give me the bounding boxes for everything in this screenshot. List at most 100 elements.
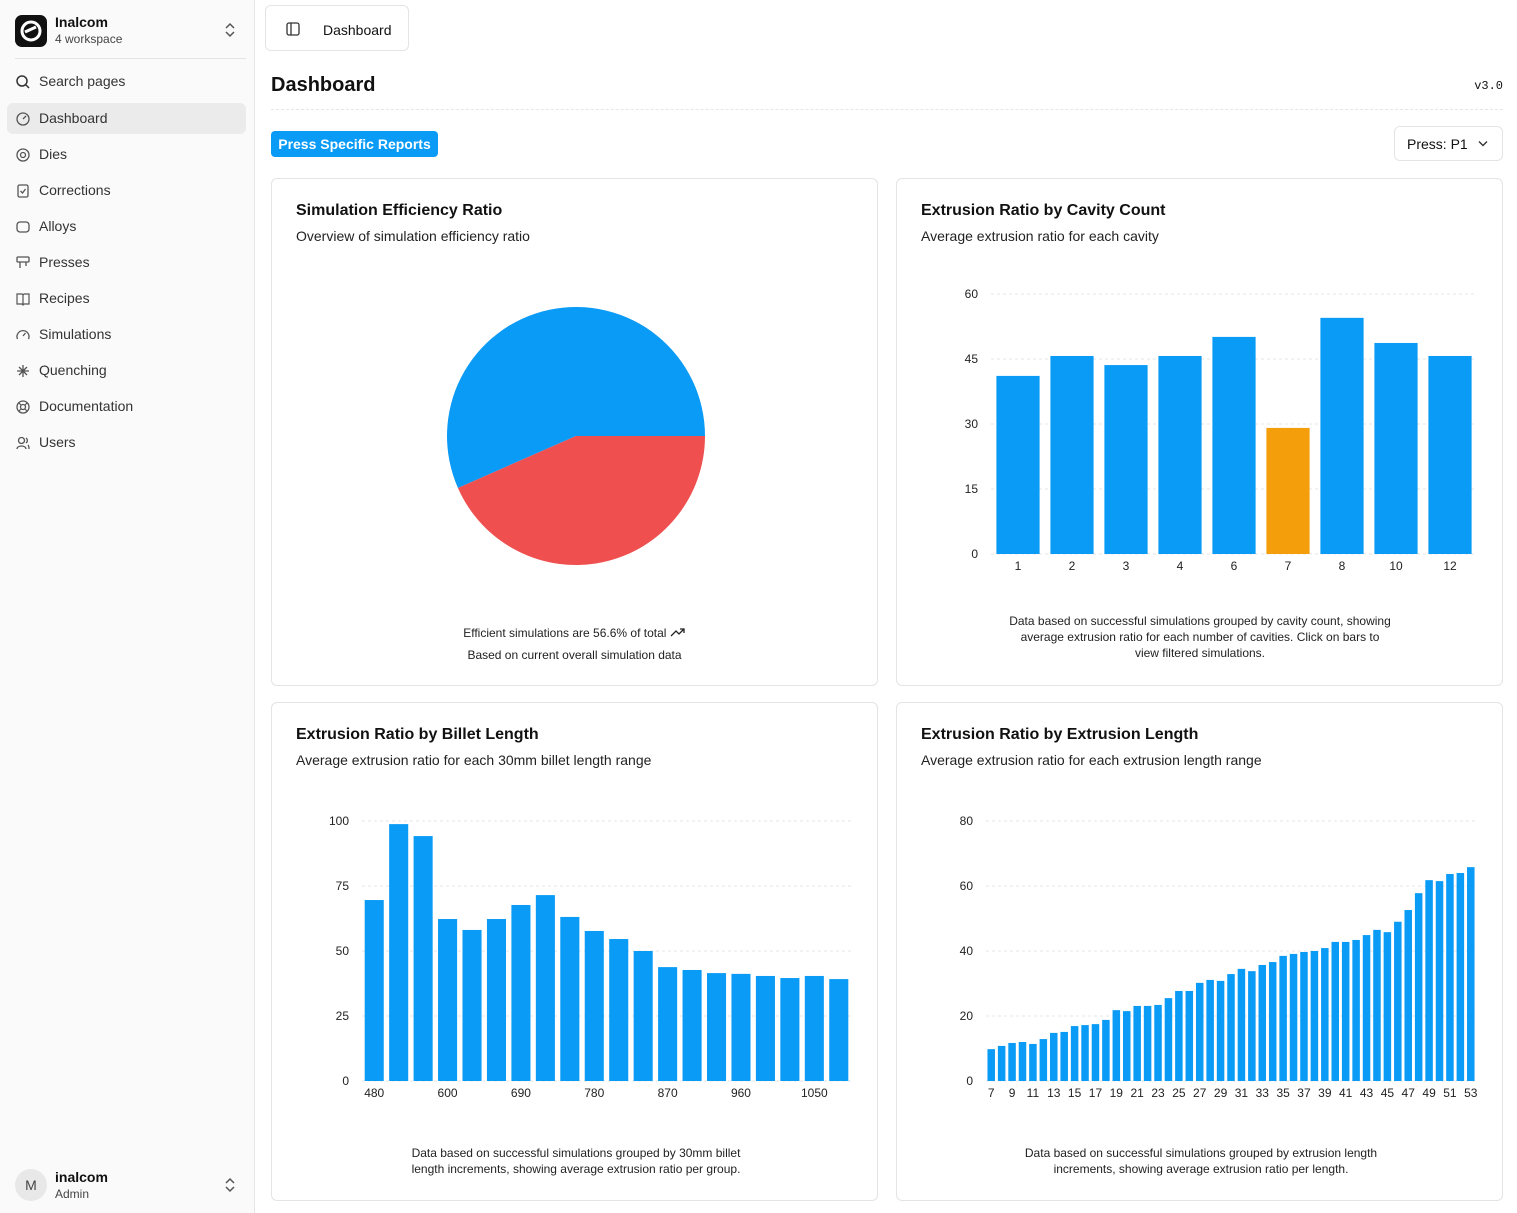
bar (1070, 1026, 1079, 1081)
x-tick-label: 53 (1464, 1086, 1478, 1100)
x-tick-label: 29 (1214, 1086, 1228, 1100)
chart-title: Extrusion Ratio by Cavity Count (921, 202, 1166, 219)
bar (1195, 982, 1204, 1081)
chart-title: Extrusion Ratio by Billet Length (296, 726, 539, 743)
x-tick-label: 21 (1130, 1086, 1144, 1100)
bar (1268, 962, 1277, 1081)
bar (1212, 336, 1256, 554)
bar (1414, 893, 1423, 1081)
bar (1175, 990, 1183, 1081)
search-label: Search pages (39, 73, 126, 89)
bar (1039, 1039, 1048, 1081)
x-tick-label: 47 (1402, 1086, 1416, 1100)
bar (1435, 881, 1444, 1081)
chart-title: Extrusion Ratio by Extrusion Length (921, 726, 1199, 743)
y-tick-label: 60 (965, 287, 979, 301)
bar (1122, 1011, 1131, 1081)
pie-slice (447, 307, 705, 488)
chart-footnote: Data based on successful simulations gro… (1009, 614, 1391, 660)
bar (1248, 971, 1256, 1081)
y-tick-label: 0 (971, 547, 978, 561)
x-tick-label: 31 (1235, 1086, 1249, 1100)
bar (1133, 1005, 1141, 1081)
nav-item[interactable]: Presses (7, 247, 246, 278)
nav-item[interactable]: Documentation (7, 391, 246, 422)
user-menu[interactable] (224, 1177, 236, 1193)
x-tick-label: 41 (1339, 1086, 1353, 1100)
pie-slice (457, 436, 705, 565)
bar (1104, 365, 1148, 554)
bar (364, 900, 384, 1081)
x-tick-label: 4 (1177, 559, 1184, 573)
bar (1289, 953, 1298, 1081)
nav-label: Alloys (39, 218, 77, 234)
bar (1091, 1024, 1100, 1081)
x-tick-label: 2 (1069, 559, 1076, 573)
sidebar: Inalcom 4 workspace Search pages Dashboa… (0, 0, 255, 1213)
workspace-switcher[interactable] (224, 22, 236, 38)
x-tick-label: 45 (1381, 1086, 1395, 1100)
press-select[interactable]: Press: P1 (1394, 126, 1503, 161)
nav-item[interactable]: Recipes (7, 283, 246, 314)
bar (1258, 964, 1267, 1081)
bar (780, 978, 800, 1081)
x-tick-label: 11 (1027, 1086, 1040, 1100)
x-tick-label: 960 (731, 1086, 751, 1100)
chart-subtitle: Average extrusion ratio for each cavity (921, 228, 1159, 244)
bar (1279, 955, 1287, 1081)
bar (1216, 980, 1225, 1081)
y-tick-label: 80 (960, 814, 974, 828)
bar (1008, 1042, 1016, 1081)
bar (462, 929, 482, 1081)
bar (1425, 880, 1433, 1081)
bar (535, 895, 555, 1081)
bar (1081, 1025, 1089, 1081)
chart-subtitle: Overview of simulation efficiency ratio (296, 228, 530, 244)
x-tick-label: 690 (511, 1086, 531, 1100)
x-tick-label: 12 (1443, 559, 1457, 573)
search[interactable]: Search pages (7, 66, 246, 97)
nav-item[interactable]: Users (7, 427, 246, 458)
chart-footnote: Based on current overall simulation data (467, 648, 682, 662)
bar (1029, 1043, 1037, 1081)
nav-item[interactable]: Dies (7, 139, 246, 170)
y-tick-label: 0 (342, 1074, 349, 1088)
y-tick-label: 75 (336, 879, 350, 893)
x-tick-label: 1 (1015, 559, 1022, 573)
y-tick-label: 50 (336, 944, 350, 958)
user-name: inalcom (55, 1169, 108, 1185)
reports-button[interactable]: Press Specific Reports (271, 131, 438, 157)
nav-item[interactable]: Dashboard (7, 103, 246, 134)
x-tick-label: 8 (1339, 559, 1346, 573)
nav-item[interactable]: Alloys (7, 211, 246, 242)
chart-card: 0 15 30 45 60 1 2 3 4 6 7 8 10 12 Extrusion Ratio by … (896, 178, 1503, 686)
chevron (1478, 141, 1488, 147)
nav-item[interactable]: Corrections (7, 175, 246, 206)
bar (1404, 910, 1412, 1081)
chart-footnote: Data based on successful simulations gro… (1024, 1146, 1378, 1176)
y-tick-label: 45 (965, 352, 979, 366)
bar (658, 967, 678, 1081)
bar (1050, 355, 1094, 554)
x-tick-label: 6 (1231, 559, 1238, 573)
bar (1112, 1010, 1121, 1081)
page-title: Dashboard (271, 74, 376, 96)
bar (755, 975, 775, 1081)
bar (438, 919, 458, 1081)
bar (682, 969, 702, 1081)
bar (1331, 941, 1340, 1081)
bar (413, 836, 433, 1081)
bar (1341, 941, 1350, 1081)
chart-card: 0 25 50 75 100 480 600 690 780 870 960 1050 Extrusi… (271, 702, 878, 1201)
bar (1374, 342, 1418, 554)
sidebar-toggle[interactable] (286, 22, 300, 36)
chart (447, 307, 705, 565)
x-tick-label: 480 (364, 1086, 384, 1100)
y-tick-label: 60 (960, 879, 974, 893)
nav-item[interactable]: Simulations (7, 319, 246, 350)
nav-item[interactable]: Quenching (7, 355, 246, 386)
nav-label: Dashboard (39, 110, 108, 126)
x-tick-label: 10 (1389, 559, 1403, 573)
x-tick-label: 870 (658, 1086, 678, 1100)
